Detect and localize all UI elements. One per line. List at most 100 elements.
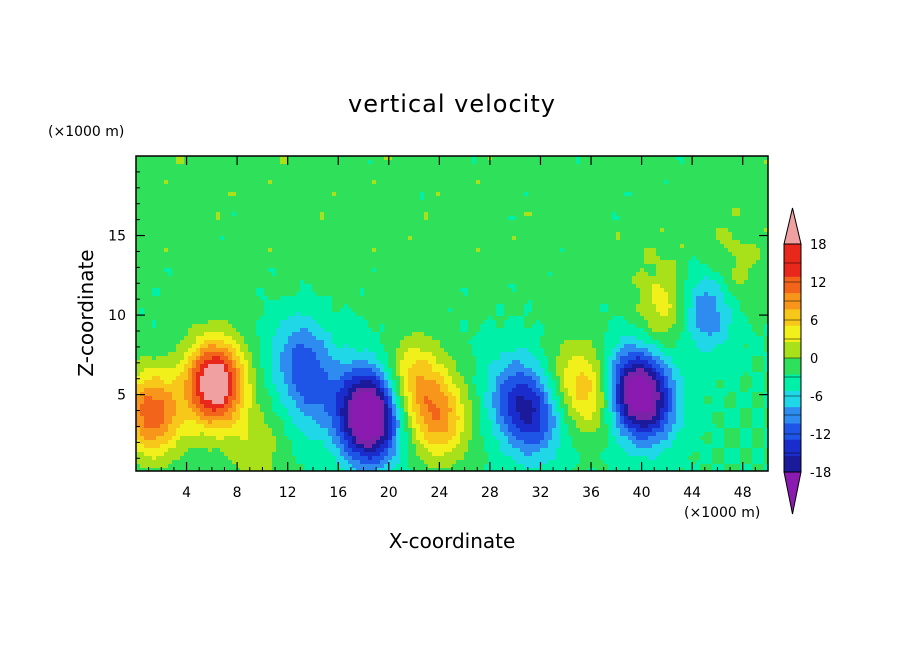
heatmap-cell — [652, 212, 657, 217]
heatmap-cell — [560, 252, 565, 257]
heatmap-cell — [624, 180, 629, 185]
heatmap-cell — [492, 264, 497, 269]
heatmap-cell — [740, 212, 745, 217]
heatmap-cell — [496, 212, 501, 217]
heatmap-cell — [652, 244, 657, 249]
heatmap-cell — [752, 208, 757, 213]
heatmap-cell — [636, 164, 641, 169]
heatmap-cell — [288, 160, 293, 165]
y-unit-label: (×1000 m) — [48, 124, 124, 140]
heatmap-cell — [652, 272, 657, 277]
heatmap-cell — [480, 264, 485, 269]
heatmap-cell — [432, 264, 437, 269]
heatmap-cell — [268, 200, 273, 205]
heatmap-cell — [356, 264, 361, 269]
heatmap-cell — [524, 276, 529, 281]
heatmap-cell — [700, 204, 705, 209]
heatmap-cell — [764, 216, 768, 221]
heatmap-cell — [224, 276, 229, 281]
heatmap-cell — [676, 232, 681, 237]
heatmap-cell — [252, 252, 257, 257]
heatmap-cell — [596, 172, 601, 177]
heatmap-cell — [532, 256, 537, 261]
heatmap-cell — [180, 172, 185, 177]
heatmap-cell — [496, 252, 501, 257]
heatmap-cell — [192, 248, 197, 253]
heatmap-cell — [576, 252, 581, 257]
heatmap-cell — [704, 184, 709, 189]
heatmap-cell — [760, 236, 765, 241]
heatmap-cell — [744, 268, 749, 273]
heatmap-cell — [176, 232, 181, 237]
heatmap-cell — [140, 184, 145, 189]
heatmap-cell — [688, 268, 693, 273]
heatmap-cell — [168, 272, 173, 277]
heatmap-cell — [272, 272, 277, 277]
heatmap-cell — [740, 244, 745, 249]
heatmap-cell — [360, 236, 365, 241]
heatmap-cell — [364, 160, 369, 165]
heatmap-cell — [728, 208, 733, 213]
heatmap-cell — [572, 168, 577, 173]
heatmap-cell — [248, 256, 253, 261]
heatmap-cell — [412, 252, 417, 257]
heatmap-cell — [688, 176, 693, 181]
heatmap-cell — [700, 264, 705, 269]
heatmap-cell — [536, 160, 541, 165]
heatmap-cell — [692, 172, 697, 177]
heatmap-cell — [156, 236, 161, 241]
heatmap-cell — [464, 244, 469, 249]
heatmap-cell — [336, 212, 341, 217]
heatmap-cell — [488, 204, 493, 209]
heatmap-cell — [268, 236, 273, 241]
heatmap-cell — [276, 216, 281, 221]
heatmap-cell — [612, 176, 617, 181]
heatmap-cell — [532, 272, 537, 277]
heatmap-cell — [356, 172, 361, 177]
heatmap-cell — [472, 264, 477, 269]
heatmap-cell — [452, 268, 457, 273]
heatmap-cell — [464, 160, 469, 165]
heatmap-cell — [680, 264, 685, 269]
heatmap-cell — [440, 264, 445, 269]
heatmap-cell — [172, 264, 177, 269]
heatmap-cell — [484, 172, 489, 177]
heatmap-cell — [280, 168, 285, 173]
heatmap-cell — [164, 260, 169, 265]
heatmap-cell — [692, 276, 697, 281]
heatmap-cell — [196, 216, 201, 221]
heatmap-cell — [416, 256, 421, 261]
heatmap-cell — [700, 180, 705, 185]
heatmap-cell — [144, 272, 149, 277]
heatmap-cell — [428, 200, 433, 205]
heatmap-cell — [420, 192, 425, 197]
heatmap-cell — [524, 172, 529, 177]
heatmap-cell — [368, 156, 373, 161]
heatmap-cell — [248, 244, 253, 249]
heatmap-cell — [744, 244, 749, 249]
heatmap-cell — [468, 200, 473, 205]
heatmap-cell — [368, 228, 373, 233]
heatmap-cell — [448, 260, 453, 265]
heatmap-cell — [500, 268, 505, 273]
heatmap-cell — [164, 248, 169, 253]
heatmap-cell — [184, 168, 189, 173]
heatmap-cell — [476, 180, 481, 185]
heatmap-cell — [528, 232, 533, 237]
heatmap-cell — [668, 252, 673, 257]
heatmap-cell — [692, 180, 697, 185]
heatmap-cell — [192, 212, 197, 217]
heatmap-cell — [328, 164, 333, 169]
heatmap-cell — [392, 176, 397, 181]
heatmap-cell — [660, 208, 665, 213]
heatmap-cell — [216, 272, 221, 277]
heatmap-cell — [184, 264, 189, 269]
heatmap-cell — [736, 176, 741, 181]
heatmap-cell — [500, 208, 505, 213]
heatmap-cell — [352, 204, 357, 209]
heatmap-cell — [164, 216, 169, 221]
heatmap-cell — [324, 168, 329, 173]
heatmap-cell — [516, 204, 521, 209]
heatmap-cell — [188, 276, 193, 281]
heatmap-cell — [748, 260, 753, 265]
